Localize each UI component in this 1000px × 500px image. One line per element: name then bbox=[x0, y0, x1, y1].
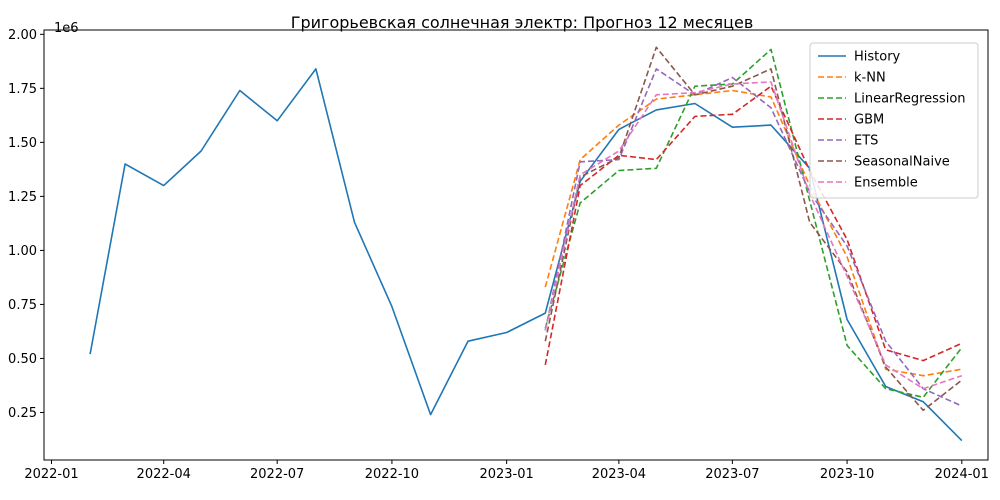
x-tick-label: 2022-01 bbox=[24, 467, 78, 482]
legend-entry: SeasonalNaive bbox=[854, 155, 950, 170]
series-line-gbm bbox=[544, 85, 963, 366]
y-tick-label: 0.50 bbox=[8, 352, 37, 367]
plot-frame bbox=[43, 29, 989, 461]
x-tick-label: 2023-10 bbox=[820, 467, 874, 482]
y-tick-label: 1.50 bbox=[8, 136, 37, 151]
x-tick-label: 2023-01 bbox=[479, 467, 533, 482]
y-tick-label: 0.75 bbox=[8, 298, 37, 313]
legend-entry: GBM bbox=[854, 113, 884, 128]
y-tick-label: 1.00 bbox=[8, 244, 37, 259]
x-tick-label: 2023-04 bbox=[592, 467, 646, 482]
legend-entry: ETS bbox=[854, 134, 878, 149]
x-tick-label: 2022-04 bbox=[137, 467, 191, 482]
legend-entry: k-NN bbox=[854, 71, 886, 86]
y-offset-label: 1e6 bbox=[54, 21, 79, 36]
y-tick-label: 2.00 bbox=[8, 28, 37, 43]
x-tick-label: 2022-10 bbox=[365, 467, 419, 482]
y-tick-label: 1.75 bbox=[8, 82, 37, 97]
chart-title: Григорьевская солнечная электр: Прогноз … bbox=[291, 13, 754, 32]
series-line-linearregression bbox=[544, 48, 963, 399]
axis-layer: 2022-01 2022-04 2022-07 2022-10 2023-01 2023-… bbox=[8, 28, 989, 482]
x-tick-label: 2024-01 bbox=[935, 467, 989, 482]
legend-entry: History bbox=[854, 50, 901, 65]
legend: History k-NN LinearRegression GBM ETS Seasona… bbox=[809, 42, 979, 199]
x-tick-label: 2022-07 bbox=[250, 467, 304, 482]
legend-entry: Ensemble bbox=[854, 176, 918, 191]
x-tick-label: 2023-07 bbox=[705, 467, 759, 482]
y-tick-label: 0.25 bbox=[8, 406, 37, 421]
legend-entry: LinearRegression bbox=[854, 92, 966, 107]
legend-box bbox=[809, 42, 979, 199]
series-line-seasonalnaive bbox=[544, 46, 963, 412]
series-line-k-nn bbox=[544, 89, 962, 377]
y-tick-label: 1.25 bbox=[8, 190, 37, 205]
